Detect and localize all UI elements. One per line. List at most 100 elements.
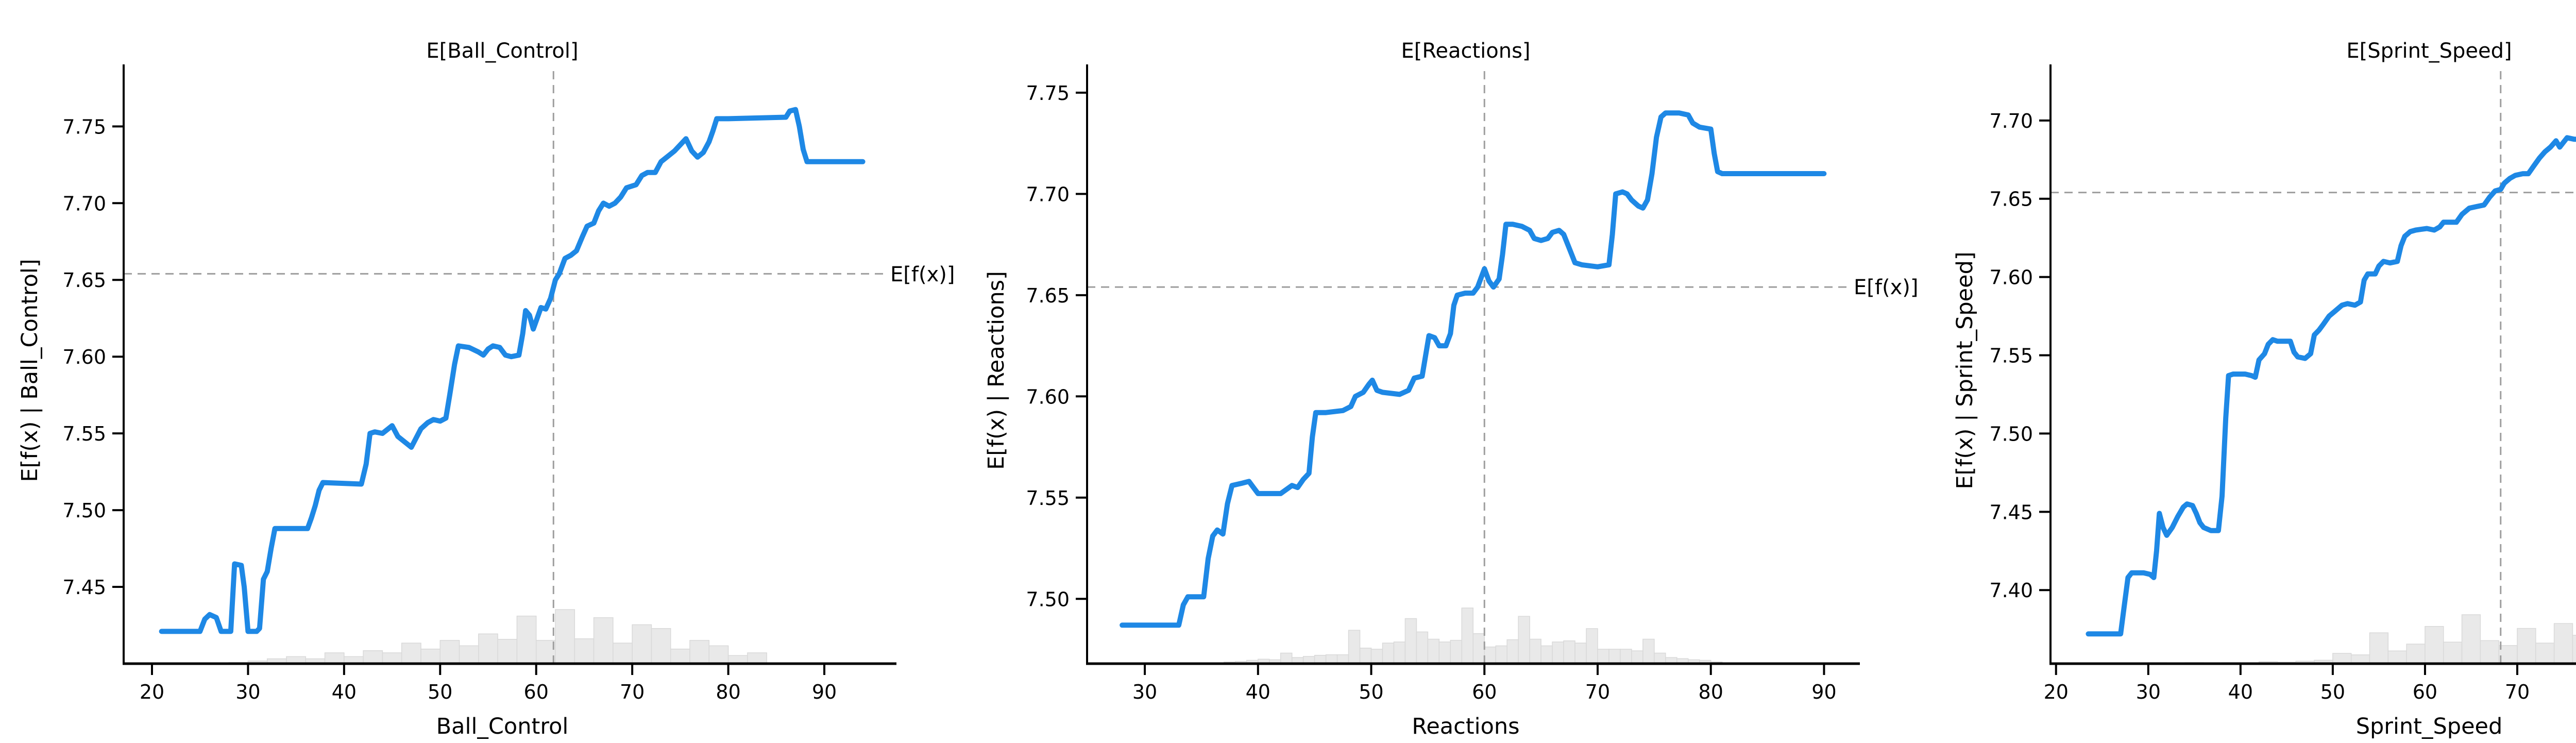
histogram-bar (2443, 641, 2463, 664)
x-tick-label: 50 (1359, 681, 1383, 703)
expected-fx-label: E[f(x)] (1854, 276, 1918, 299)
y-tick-label: 7.70 (1026, 183, 1070, 206)
histogram-bar (363, 650, 383, 664)
y-tick-label: 7.70 (1989, 110, 2033, 132)
histogram-bar (1461, 607, 1474, 664)
expected-fx-label: E[f(x)] (890, 263, 955, 286)
y-axis: 7.45 7.50 7.55 7.60 7.65 7.70 7.75 (62, 115, 124, 599)
histogram-bar (1654, 652, 1666, 664)
histogram-bar (535, 640, 556, 664)
y-tick-label: 7.50 (1989, 423, 2033, 445)
histogram-bar (1552, 641, 1564, 664)
histogram-bar (1280, 652, 1293, 664)
histogram-bar (2572, 635, 2576, 664)
histogram-bar (1574, 643, 1587, 664)
x-axis-label: Sprint_Speed (2356, 714, 2503, 739)
x-tick-label: 60 (2413, 681, 2437, 703)
histogram-bar (555, 609, 575, 664)
x-tick-label: 70 (1585, 681, 1610, 703)
y-tick-label: 7.60 (1989, 266, 2033, 289)
x-tick-label: 60 (524, 681, 549, 703)
histogram-bar (1404, 618, 1417, 664)
x-axis: 2030405060708090100 (2044, 664, 2530, 703)
histogram-bar (478, 633, 498, 664)
panel-title: E[Sprint_Speed] (2346, 39, 2512, 63)
x-tick-label: 30 (1132, 681, 1157, 703)
y-axis-label: E[f(x) | Sprint_Speed] (1952, 251, 1978, 489)
histogram-bar (516, 615, 537, 664)
y-tick-label: 7.60 (1026, 385, 1070, 408)
histogram-bar (1563, 640, 1575, 664)
histogram-bar (2369, 632, 2389, 664)
histogram (2148, 614, 2576, 664)
y-tick-label: 7.70 (62, 192, 106, 215)
histogram-bar (1472, 633, 1485, 664)
y-tick-label: 7.45 (62, 576, 106, 599)
histogram-bar (2480, 640, 2499, 664)
histogram-bar (1438, 641, 1451, 664)
y-tick-label: 7.65 (1026, 284, 1070, 307)
y-tick-label: 7.45 (1989, 501, 2033, 524)
histogram-bar (1336, 654, 1349, 664)
x-axis: 20 30 40 50 60 70 80 90 (140, 664, 837, 703)
x-axis: 30 40 50 60 70 80 90 (1132, 664, 1837, 703)
histogram-bar (2425, 626, 2444, 664)
x-tick-label: 30 (2136, 681, 2161, 703)
histogram-bar (1597, 649, 1609, 664)
x-tick-label: 20 (140, 681, 164, 703)
histogram-bar (1518, 616, 1530, 664)
histogram-bar (1620, 649, 1632, 664)
histogram-bar (1608, 649, 1621, 664)
histogram-bar (1586, 628, 1598, 664)
panel-title: E[Ball_Control] (426, 39, 578, 63)
x-tick-label: 60 (1472, 681, 1497, 703)
histogram-bar (2535, 643, 2555, 664)
x-axis-label: Reactions (1412, 714, 1519, 739)
histogram-bar (439, 640, 460, 664)
y-tick-label: 7.55 (62, 423, 106, 445)
x-tick-label: 90 (812, 681, 837, 703)
histogram-bar (689, 640, 710, 664)
histogram-bar (1382, 643, 1395, 664)
x-tick-label: 80 (716, 681, 740, 703)
y-tick-label: 7.40 (1989, 579, 2033, 602)
histogram-bar (1348, 630, 1361, 664)
y-axis-label: E[f(x) | Reactions] (984, 271, 1009, 470)
y-tick-label: 7.75 (1026, 82, 1070, 105)
histogram-bar (1642, 638, 1655, 664)
histogram-bar (2406, 644, 2426, 664)
histogram-bar (1370, 649, 1383, 664)
panel-ball-control: 20 30 40 50 60 70 80 90 7.45 7.50 7.55 7.60 7.65 7.70… (17, 39, 955, 739)
x-tick-label: 70 (2505, 681, 2530, 703)
histogram-bar (2461, 614, 2481, 664)
histogram-bar (324, 652, 345, 664)
histogram-bar (2350, 654, 2370, 664)
histogram-bar (420, 648, 441, 664)
pdp-curve (2086, 135, 2576, 637)
histogram-bar (1359, 648, 1372, 664)
histogram-bar (632, 624, 652, 664)
plot-area-sprint-speed: 20304050607080901007.407.457.507.557.607… (1989, 64, 2576, 703)
pdp-curve (1120, 110, 1827, 628)
pdp-curve (159, 107, 866, 634)
histogram-bar (2553, 623, 2573, 664)
x-axis-label: Ball_Control (436, 714, 569, 739)
x-tick-label: 40 (2228, 681, 2253, 703)
y-tick-label: 7.50 (1026, 588, 1070, 611)
x-tick-label: 30 (235, 681, 260, 703)
histogram-bar (708, 645, 729, 664)
panel-reactions: 30 40 50 60 70 80 90 7.50 7.55 7.60 7.65 7.70 7.75 E… (984, 39, 1918, 739)
histogram-bar (2498, 645, 2518, 664)
histogram-bar (1631, 650, 1643, 664)
histogram-bar (1484, 646, 1496, 664)
y-axis: 7.40 7.45 7.50 7.55 7.60 7.65 7.70 (1989, 110, 2050, 602)
x-tick-label: 90 (1811, 681, 1836, 703)
histogram-bar (1529, 638, 1541, 664)
panel-sprint-speed: 20304050607080901007.407.457.507.557.607… (1952, 39, 2576, 739)
histogram-bar (459, 645, 479, 664)
histogram-bar (1506, 639, 1519, 664)
histogram-bar (2332, 653, 2352, 664)
y-axis-label: E[f(x) | Ball_Control] (17, 259, 43, 482)
y-tick-label: 7.65 (62, 269, 106, 292)
